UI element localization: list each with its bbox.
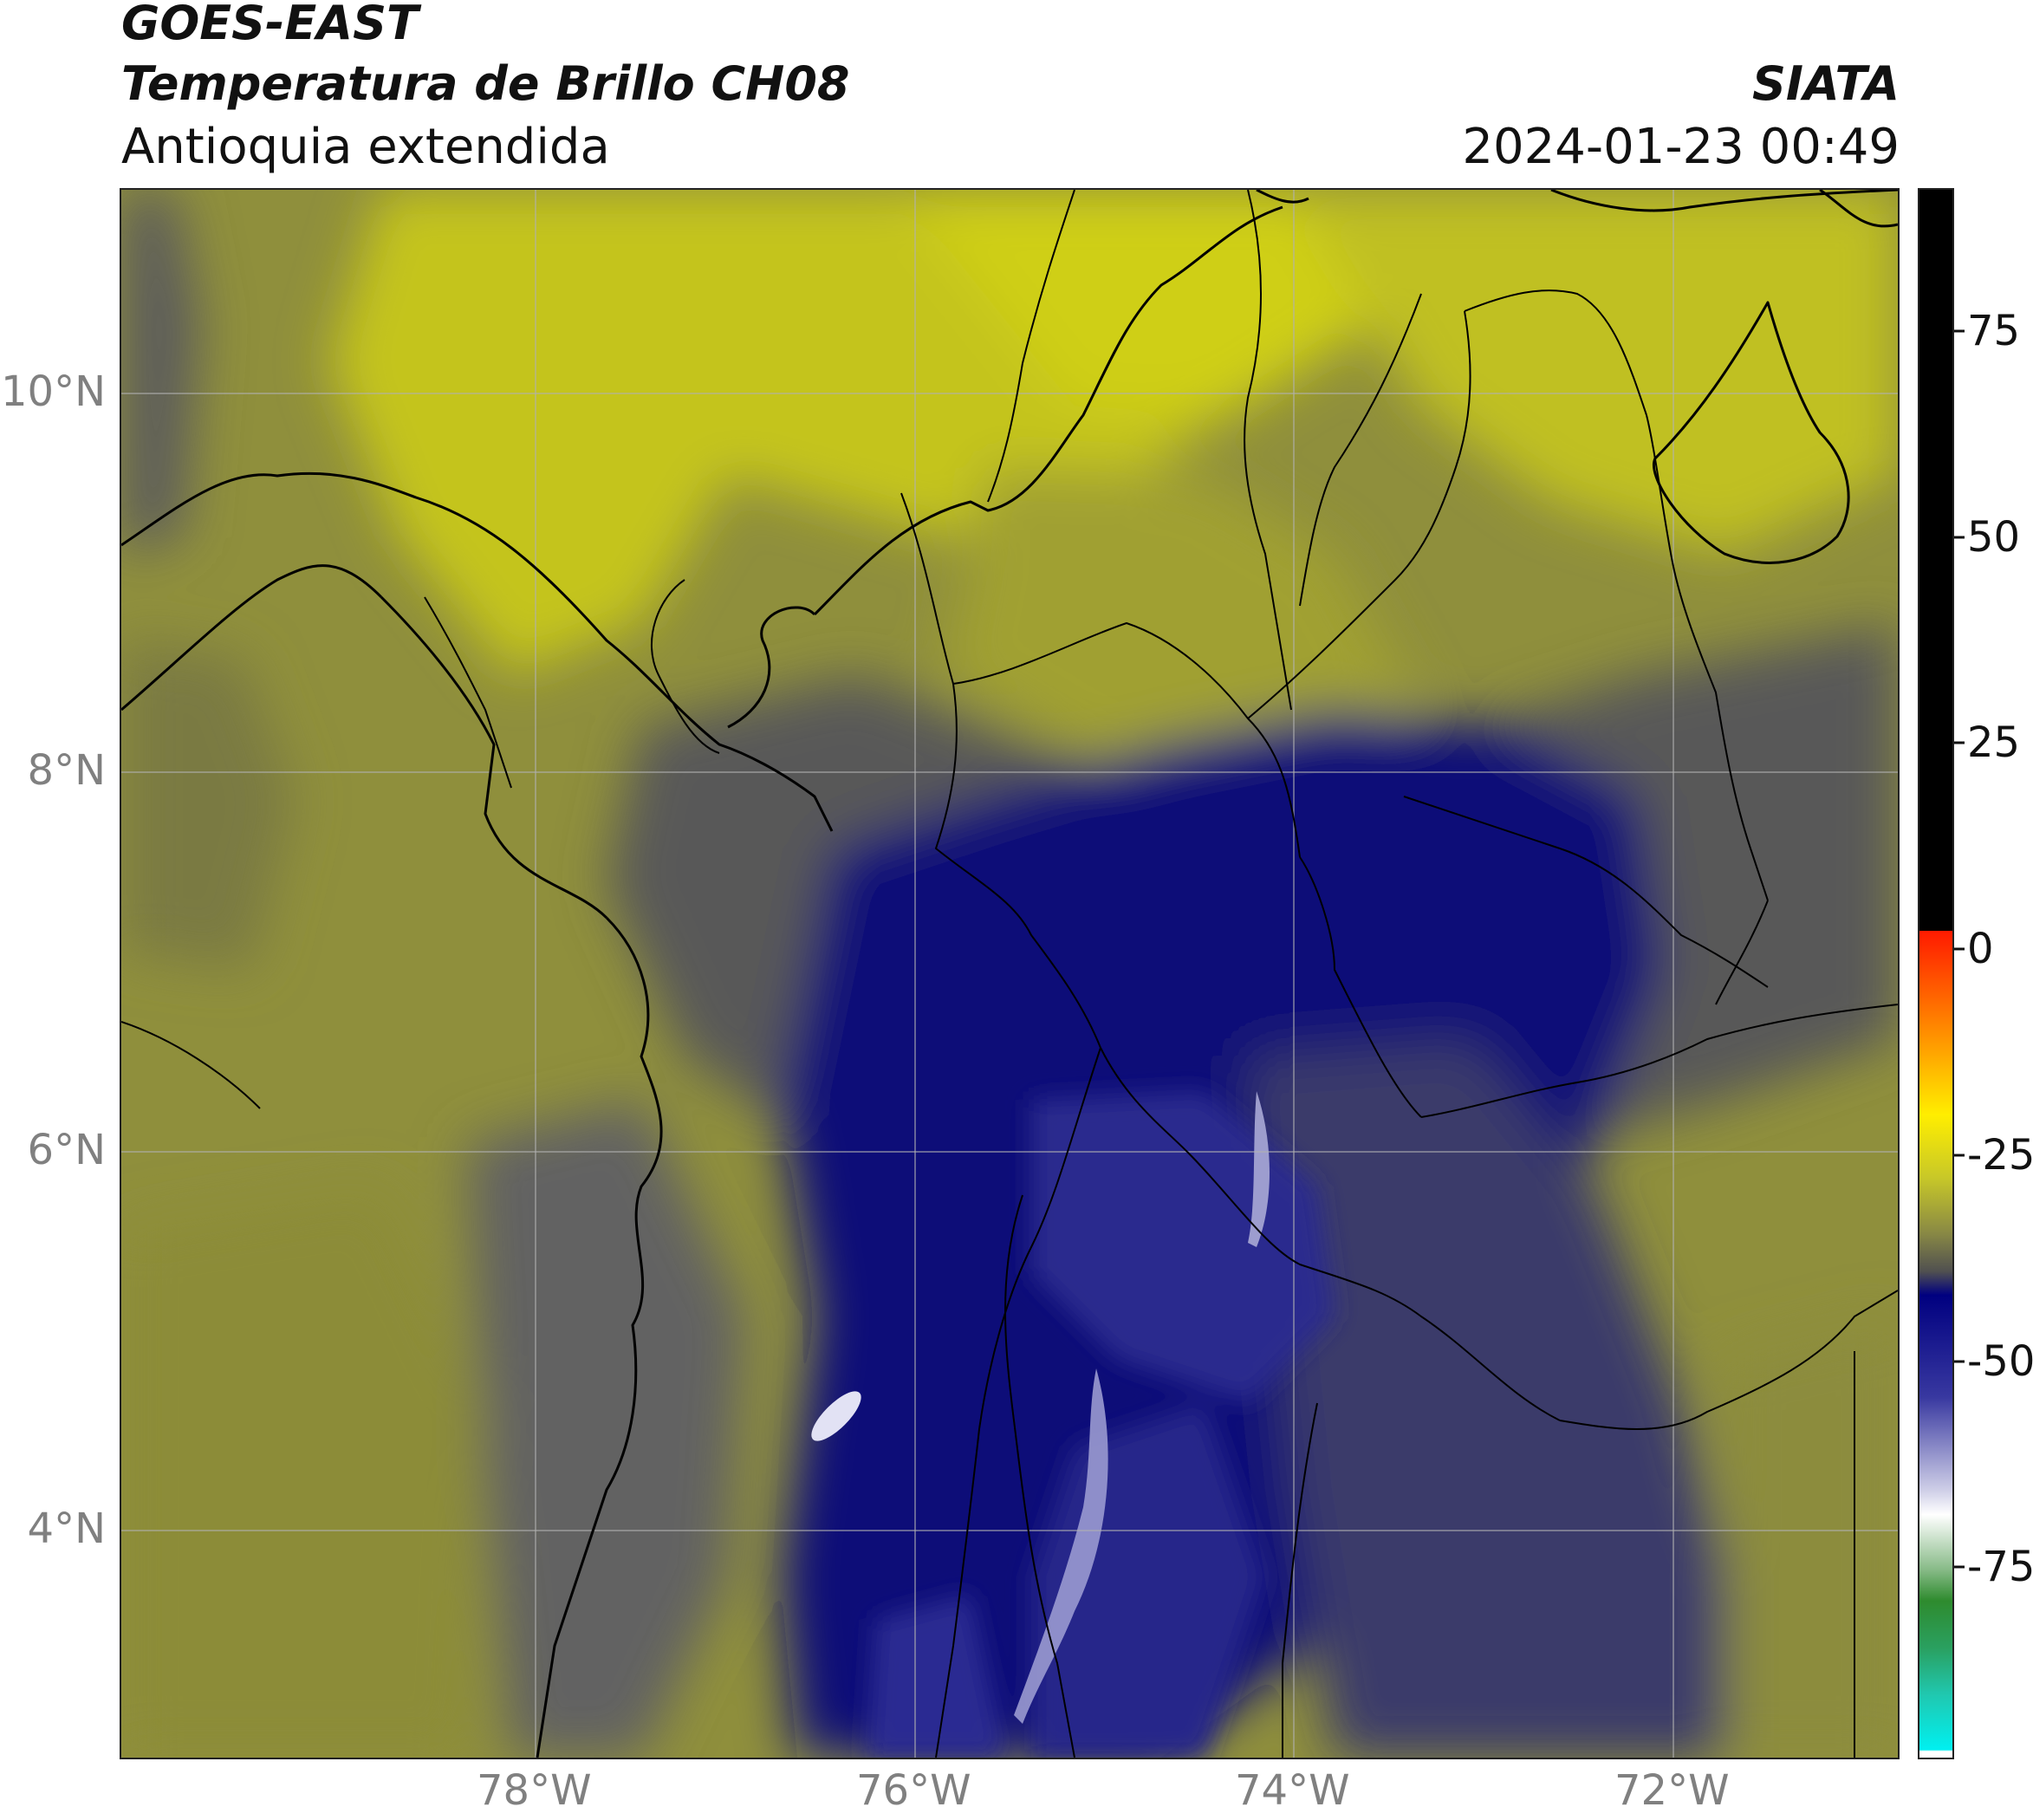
cloud-top-east [1248,1091,1270,1247]
lon-tick-74w: 74°W [1235,1766,1350,1815]
colorbar-tick-25: 25 [1967,718,2021,767]
colorbar-tick-50: 50 [1967,513,2021,562]
map-canvas [121,190,1898,1758]
colorbar-gradient [1919,190,1952,1758]
cloud-top-central [1014,1368,1108,1724]
organization-label: SIATA [1751,56,1900,111]
lat-tick-6n: 6°N [27,1126,106,1174]
lon-tick-72w: 72°W [1614,1766,1730,1815]
temperature-colorbar [1918,188,1954,1759]
lon-tick-78w: 78°W [477,1766,592,1815]
datetime-label: 2024-01-23 00:49 [1462,119,1900,175]
colorbar-tick-75: 75 [1967,307,2021,355]
cloud-top-west [811,1391,861,1441]
colorbar-tick-marks [1954,329,1965,1569]
gridlines [121,190,1898,1758]
product-title: Temperatura de Brillo CH08 [121,56,850,111]
coastlines [121,190,1898,1758]
lat-tick-8n: 8°N [27,746,106,795]
colorbar-tick-minus-75: -75 [1967,1543,2033,1591]
admin-borders [121,190,1898,1758]
region-subtitle: Antioquia extendida [121,119,610,175]
lon-tick-76w: 76°W [856,1766,971,1815]
colorbar-tick-minus-50: -50 [1967,1337,2033,1386]
colorbar-tick-minus-25: -25 [1967,1131,2033,1180]
lat-tick-4n: 4°N [27,1505,106,1553]
satellite-map [120,188,1900,1759]
colorbar-tick-0: 0 [1967,925,1994,973]
satellite-title: GOES-EAST [121,0,419,50]
lat-tick-10n: 10°N [1,367,106,416]
colorbar-canvas [1919,190,1952,1758]
